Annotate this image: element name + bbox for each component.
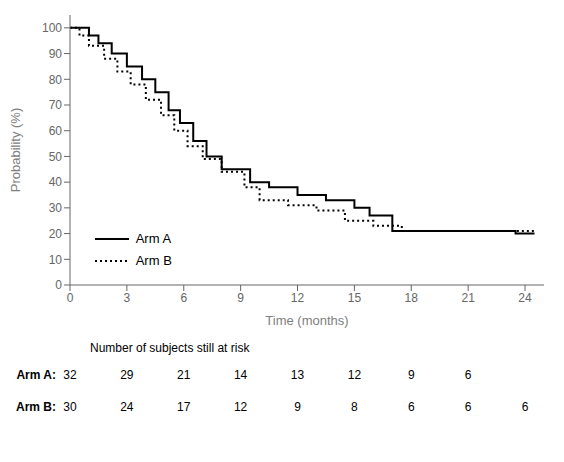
- svg-text:Time (months): Time (months): [265, 313, 348, 328]
- html-text:29: 29: [120, 368, 134, 382]
- svg-text:24: 24: [518, 291, 532, 305]
- html-text:6: 6: [407, 400, 415, 414]
- html-text:14: 14: [233, 368, 248, 382]
- svg-text:20: 20: [49, 227, 63, 241]
- html-text:6: 6: [464, 400, 472, 414]
- html-text:13: 13: [290, 368, 305, 382]
- svg-text:6: 6: [180, 291, 187, 305]
- html-text:12: 12: [233, 400, 248, 414]
- svg-text:50: 50: [49, 150, 63, 164]
- html-text:Arm B:: Arm B:: [16, 400, 56, 414]
- html-text:6: 6: [464, 368, 472, 382]
- html-text:17: 17: [177, 400, 191, 414]
- html-text:30: 30: [63, 400, 77, 414]
- html-text:8: 8: [351, 400, 358, 414]
- svg-text:9: 9: [237, 291, 244, 305]
- html-text:12: 12: [347, 368, 362, 382]
- html-text:Arm B: Arm B: [135, 253, 172, 268]
- html-text:6: 6: [521, 400, 529, 414]
- svg-text:15: 15: [348, 291, 362, 305]
- svg-text:40: 40: [49, 175, 63, 189]
- html-text:Arm A: Arm A: [135, 231, 172, 246]
- svg-text:0: 0: [55, 278, 62, 292]
- html-text:9: 9: [407, 368, 415, 382]
- html-text:9: 9: [294, 400, 301, 414]
- svg-text:3: 3: [124, 291, 131, 305]
- svg-text:80: 80: [49, 73, 63, 87]
- html-text:24: 24: [120, 400, 134, 414]
- html-text:Number of subjects still at ri: Number of subjects still at risk: [90, 341, 250, 355]
- svg-text:10: 10: [49, 253, 63, 267]
- svg-text:60: 60: [49, 124, 63, 138]
- svg-text:100: 100: [42, 21, 62, 35]
- svg-text:70: 70: [49, 98, 63, 112]
- svg-text:18: 18: [405, 291, 419, 305]
- svg-text:0: 0: [67, 291, 74, 305]
- html-text:21: 21: [177, 368, 191, 382]
- html-text:Arm A:: Arm A:: [16, 368, 56, 382]
- html-text:32: 32: [63, 368, 77, 382]
- svg-text:12: 12: [291, 291, 305, 305]
- svg-text:30: 30: [49, 201, 63, 215]
- svg-text:Probability (%): Probability (%): [8, 108, 23, 193]
- svg-text:90: 90: [49, 47, 63, 61]
- svg-text:21: 21: [461, 291, 475, 305]
